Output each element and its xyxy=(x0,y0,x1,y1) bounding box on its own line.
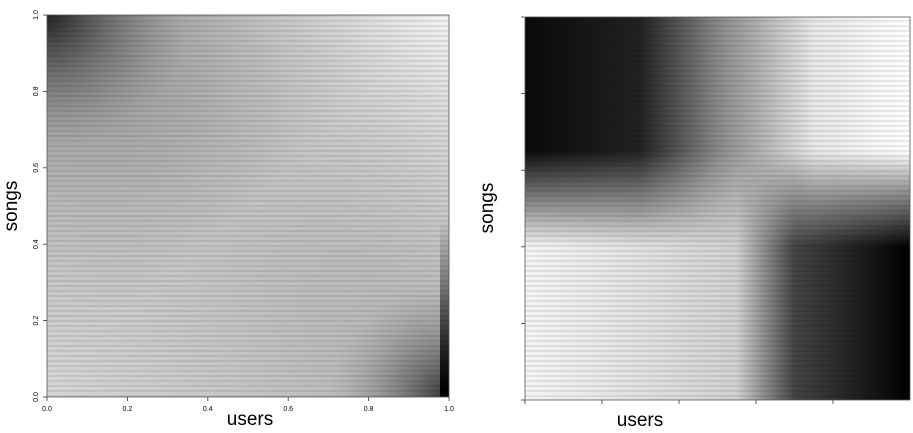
x-tick-label: 0.8 xyxy=(364,406,374,413)
x-axis-label: users xyxy=(227,409,273,430)
y-tick-label: 1.0 xyxy=(33,10,40,20)
plot-frame xyxy=(524,16,911,401)
x-tick-label: 1.0 xyxy=(444,406,454,413)
y-axis-label: songs xyxy=(477,183,498,234)
plot-frame xyxy=(46,14,450,398)
y-axis-label: songs xyxy=(1,181,22,232)
x-tick-label: 0.0 xyxy=(42,406,52,413)
x-tick-label: 0.6 xyxy=(283,406,293,413)
x-tick-label: 0.2 xyxy=(123,406,133,413)
x-axis-label: users xyxy=(617,410,663,431)
y-tick-label: 0.6 xyxy=(33,163,40,173)
heatmap-image xyxy=(47,15,449,397)
y-tick-label: 0.4 xyxy=(33,239,40,249)
y-tick-label: 0.2 xyxy=(33,316,40,326)
y-tick-label: 0.8 xyxy=(33,86,40,96)
y-tick-label: 0.0 xyxy=(33,392,40,402)
x-tick-label: 0.4 xyxy=(203,406,213,413)
heatmap-image xyxy=(525,17,910,400)
